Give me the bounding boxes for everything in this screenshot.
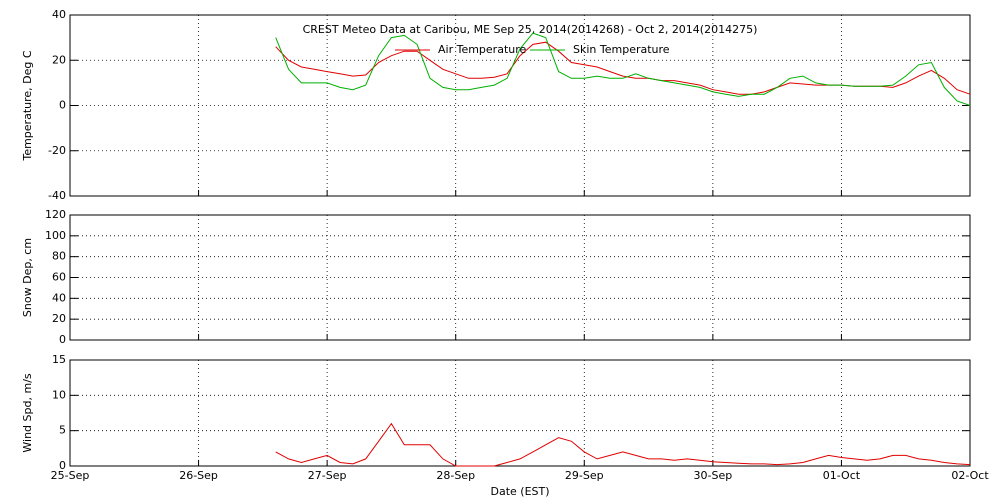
data-line (275, 422, 971, 467)
y-tick-label: 40 (52, 291, 66, 304)
y-tick-label: 0 (59, 99, 66, 112)
y-tick-label: 120 (45, 208, 66, 221)
y-tick-label: 0 (59, 459, 66, 472)
y-tick-label: 5 (59, 424, 66, 437)
y-tick-label: 15 (52, 353, 66, 366)
y-tick-label: 0 (59, 333, 66, 346)
y-tick-label: 10 (52, 388, 66, 401)
chart-title: CREST Meteo Data at Caribou, ME Sep 25, … (303, 23, 758, 36)
y-tick-label: 80 (52, 250, 66, 263)
x-tick-label: 27-Sep (308, 469, 347, 482)
y-axis-label: Snow Dep, cm (21, 238, 34, 317)
y-axis-label: Temperature, Deg C (21, 50, 34, 161)
x-tick-label: 02-Oct (951, 469, 989, 482)
y-tick-label: -20 (48, 144, 66, 157)
y-tick-label: 40 (52, 8, 66, 21)
y-tick-label: 100 (45, 229, 66, 242)
y-tick-label: 60 (52, 271, 66, 284)
y-tick-label: 20 (52, 312, 66, 325)
data-line (275, 32, 971, 106)
x-axis-label: Date (EST) (490, 485, 549, 498)
legend-label: Skin Temperature (573, 43, 670, 56)
legend-label: Air Temperature (438, 43, 527, 56)
x-tick-label: 28-Sep (436, 469, 475, 482)
plot-frame (69, 359, 971, 467)
x-tick-label: 01-Oct (823, 469, 861, 482)
x-tick-label: 26-Sep (179, 469, 218, 482)
x-tick-label: 30-Sep (694, 469, 733, 482)
x-tick-label: 29-Sep (565, 469, 604, 482)
y-tick-label: 20 (52, 53, 66, 66)
y-tick-label: -40 (48, 189, 66, 202)
y-axis-label: Wind Spd, m/s (21, 373, 34, 453)
x-tick-label: 25-Sep (51, 469, 90, 482)
